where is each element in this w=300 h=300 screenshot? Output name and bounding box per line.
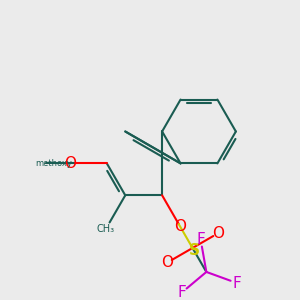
- Text: O: O: [174, 219, 186, 234]
- Text: F: F: [177, 285, 186, 300]
- Text: O: O: [212, 226, 224, 241]
- Text: methoxy: methoxy: [35, 159, 72, 168]
- Text: O: O: [161, 255, 173, 270]
- Text: S: S: [188, 243, 200, 258]
- Text: F: F: [232, 276, 242, 291]
- Text: O: O: [64, 156, 76, 171]
- Text: CH₃: CH₃: [97, 224, 115, 234]
- Text: F: F: [196, 232, 205, 247]
